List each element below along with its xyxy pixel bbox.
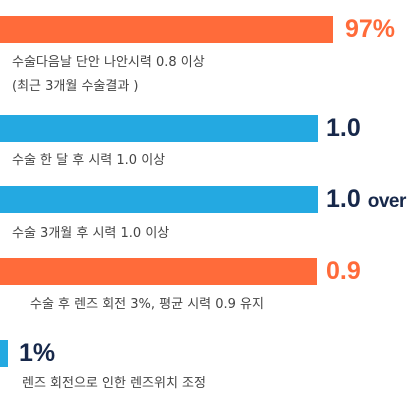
value: 1.0 over <box>326 186 406 215</box>
value-number: 1.0 <box>326 185 361 213</box>
value-suffix: over <box>367 191 407 212</box>
bar <box>0 258 317 285</box>
value: 97% <box>345 15 396 43</box>
caption: 수술다음날 단안 나안시력 0.8 이상 <box>12 55 205 70</box>
value: 0.9 <box>326 257 361 285</box>
bar <box>0 186 318 213</box>
caption: 수술 3개월 후 시력 1.0 이상 <box>12 226 170 241</box>
caption: 수술 후 렌즈 회전 3%, 평균 시력 0.9 유지 <box>30 297 264 312</box>
value: 1.0 <box>326 114 361 142</box>
bar <box>0 340 8 367</box>
bar <box>0 16 333 43</box>
caption: 렌즈 회전으로 인한 렌즈위치 조정 <box>22 376 206 391</box>
caption: (최근 3개월 수술결과 ) <box>12 79 139 94</box>
bar <box>0 115 318 142</box>
caption: 수술 한 달 후 시력 1.0 이상 <box>12 153 166 168</box>
value: 1% <box>19 339 56 367</box>
